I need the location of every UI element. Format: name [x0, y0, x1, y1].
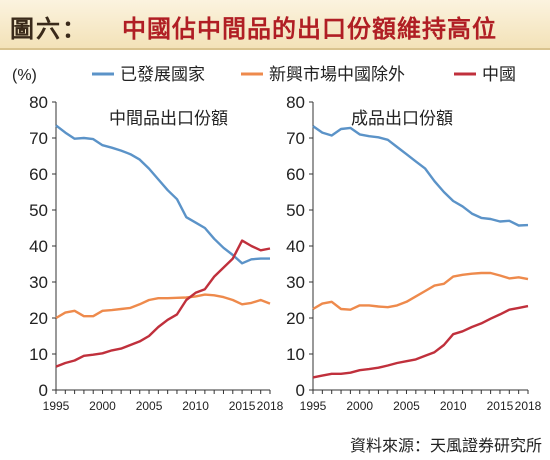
series-line-1-2 [312, 304, 529, 379]
x-tick-label: 2015 [229, 399, 256, 413]
y-tick-label: 80 [286, 93, 305, 112]
legend-label-1: 新興市場中國除外 [269, 65, 405, 85]
title-prefix: 圖六： [10, 15, 88, 43]
series-line-0-0 [55, 124, 270, 265]
x-tick-label: 2015 [487, 399, 514, 413]
y-tick-label: 40 [29, 237, 48, 256]
x-tick-label: 2010 [182, 399, 209, 413]
source-note: 資料來源：天風證券研究所 [350, 436, 542, 455]
panel-title-0: 中間品出口份額 [109, 109, 228, 129]
y-tick-label: 20 [29, 309, 48, 328]
series-line-1-0 [312, 125, 529, 227]
x-tick-label: 2018 [257, 399, 284, 413]
series-line-0-2 [55, 239, 271, 368]
x-tick-label: 2010 [440, 399, 467, 413]
x-tick-label: 1995 [300, 399, 327, 413]
y-tick-label: 50 [286, 201, 305, 220]
legend-label-0: 已發展國家 [120, 65, 205, 85]
y-tick-label: 10 [286, 345, 305, 364]
x-tick-label: 1995 [43, 399, 70, 413]
y-tick-label: 50 [29, 201, 48, 220]
panel-title-1: 成品出口份額 [351, 109, 453, 129]
y-tick-label: 20 [286, 309, 305, 328]
y-tick-label: 40 [286, 237, 305, 256]
y-tick-label: 80 [29, 93, 48, 112]
title-bar: 圖六： 中國佔中間品的出口份額維持高位 [0, 0, 550, 50]
y-unit-label: (%) [12, 67, 37, 84]
y-tick-label: 0 [296, 381, 305, 400]
y-tick-label: 0 [39, 381, 48, 400]
x-tick-label: 2005 [136, 399, 163, 413]
series-line-0-1 [55, 293, 271, 320]
y-tick-label: 70 [286, 129, 305, 148]
series-line-1-1 [312, 271, 529, 311]
legend-label-2: 中國 [482, 65, 516, 85]
y-tick-label: 70 [29, 129, 48, 148]
x-tick-label: 2000 [346, 399, 373, 413]
x-tick-label: 2018 [515, 399, 542, 413]
y-tick-label: 30 [286, 273, 305, 292]
y-tick-label: 10 [29, 345, 48, 364]
y-tick-label: 60 [29, 165, 48, 184]
y-tick-label: 30 [29, 273, 48, 292]
chart-title: 中國佔中間品的出口份額維持高位 [122, 15, 497, 43]
y-tick-label: 60 [286, 165, 305, 184]
x-tick-label: 2005 [393, 399, 420, 413]
x-tick-label: 2000 [89, 399, 116, 413]
